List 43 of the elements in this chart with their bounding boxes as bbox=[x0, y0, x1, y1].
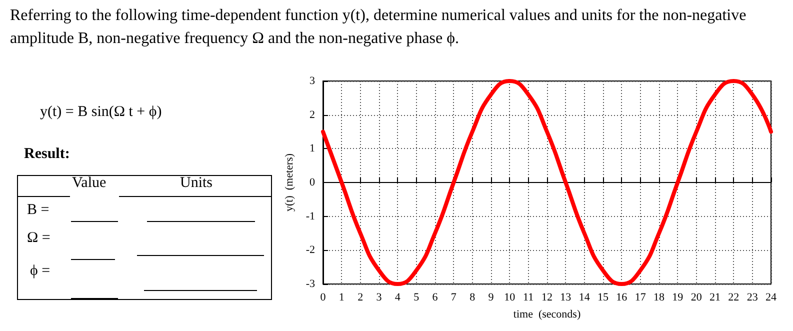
text: y(t) = B sin(Ω t + ϕ) bbox=[40, 104, 162, 121]
y-tick-label: 3 bbox=[310, 75, 316, 87]
x-tick-label: 7 bbox=[450, 292, 457, 304]
x-tick-label: 14 bbox=[578, 292, 590, 304]
y-tick-label: 0 bbox=[310, 176, 316, 188]
x-tick-label: 6 bbox=[432, 292, 438, 304]
x-tick-label: 15 bbox=[598, 292, 609, 304]
text: ϕ = bbox=[30, 263, 50, 280]
x-tick-label: 19 bbox=[672, 292, 684, 304]
x-tick-label: 22 bbox=[728, 292, 740, 304]
y-tick-label: -2 bbox=[306, 244, 315, 256]
x-tick-label: 10 bbox=[504, 292, 516, 304]
x-tick-label: 0 bbox=[320, 292, 326, 304]
chart-title: Referring to the following time-dependent function y(t), determine numerical values and units for the non-negative amplitude B, non-negative frequency Ω and the non-negative phase ϕ. bbox=[10, 6, 748, 49]
x-tick-label: 21 bbox=[710, 292, 720, 304]
x-tick-label: 11 bbox=[523, 292, 534, 304]
text: Result: bbox=[24, 146, 70, 163]
x-tick-label: 3 bbox=[376, 292, 382, 304]
x-tick-label: 24 bbox=[766, 292, 777, 304]
x-tick-label: 4 bbox=[394, 292, 401, 304]
x-tick-label: 5 bbox=[414, 292, 420, 304]
x-axis-title: time (seconds) bbox=[513, 308, 581, 320]
text: B = bbox=[27, 202, 50, 219]
x-tick-label: 17 bbox=[634, 292, 646, 304]
x-tick-label: 8 bbox=[470, 292, 476, 304]
x-tick-label: 23 bbox=[746, 292, 758, 304]
y-tick-label: -1 bbox=[306, 210, 315, 222]
text: Units bbox=[180, 175, 213, 192]
x-tick-label: 12 bbox=[542, 292, 552, 304]
x-tick-label: 2 bbox=[358, 292, 364, 304]
text: Value bbox=[72, 175, 106, 192]
y-tick-label: 1 bbox=[310, 142, 315, 155]
x-tick-label: 1 bbox=[338, 292, 344, 304]
y-tick-label: 2 bbox=[310, 108, 315, 121]
x-tick-label: 9 bbox=[488, 292, 494, 304]
x-tick-label: 13 bbox=[560, 292, 572, 304]
x-tick-label: 16 bbox=[616, 292, 628, 304]
text: Ω = bbox=[27, 230, 50, 247]
line-series bbox=[321, 79, 773, 286]
x-tick-label: 18 bbox=[654, 292, 665, 304]
y-tick-label: -3 bbox=[306, 278, 316, 290]
x-tick-label: 20 bbox=[690, 292, 702, 304]
y-axis-title: y(t) (meters) bbox=[283, 153, 296, 212]
